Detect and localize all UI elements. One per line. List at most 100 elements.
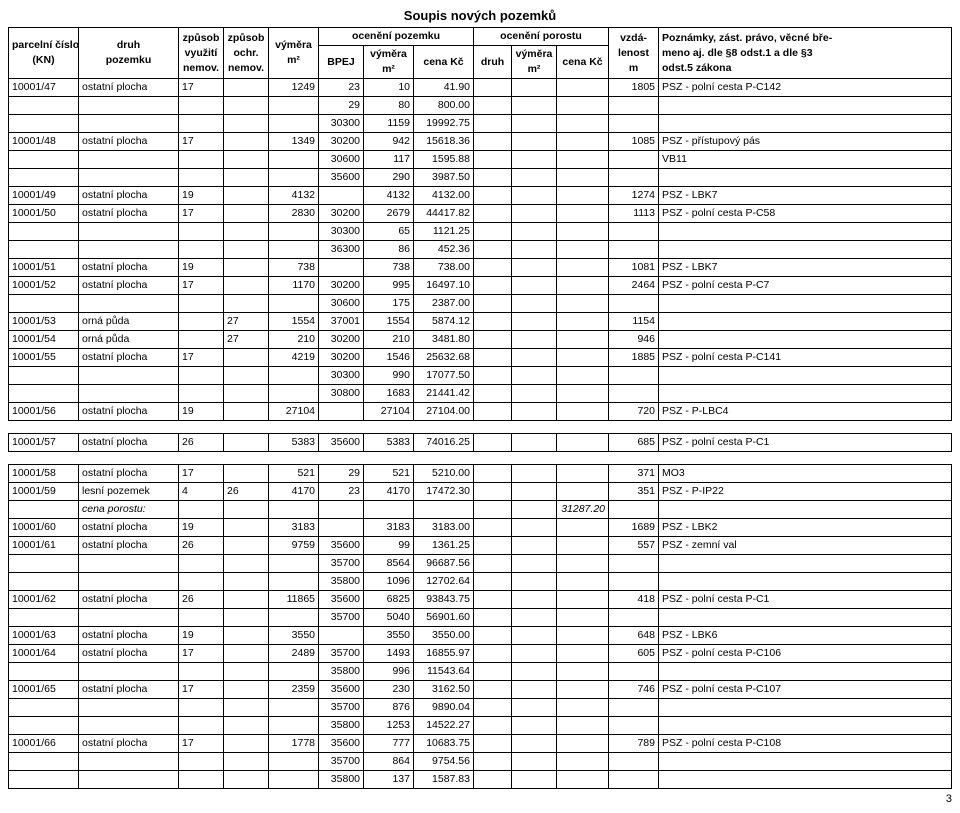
cell-bpej: 35600 <box>319 681 364 699</box>
cell-bpej: 35700 <box>319 609 364 627</box>
cell-druh2 <box>474 349 512 367</box>
table-row: 10001/53orná půda2715543700115545874.121… <box>9 313 952 331</box>
cell-ochr <box>224 663 269 681</box>
cell-vymera3 <box>512 133 557 151</box>
cell-ochr <box>224 681 269 699</box>
cell-bpej: 29 <box>319 465 364 483</box>
cell-parcela: 10001/47 <box>9 79 79 97</box>
cell-vzd <box>609 699 659 717</box>
cell-pozn: PSZ - polní cesta P-C7 <box>659 277 952 295</box>
cell-vymera3 <box>512 771 557 789</box>
cell-bpej: 36300 <box>319 241 364 259</box>
table-row: 3030099017077.50 <box>9 367 952 385</box>
cell-cena2 <box>557 555 609 573</box>
cell-vzd: 1885 <box>609 349 659 367</box>
table-row: 3580099611543.64 <box>9 663 952 681</box>
cell-druh2 <box>474 771 512 789</box>
cell-druh <box>79 241 179 259</box>
cell-cena2 <box>557 151 609 169</box>
cell-cena2 <box>557 241 609 259</box>
table-header: parcelní číslo(KN) druhpozemku způsobvyu… <box>9 28 952 79</box>
cell-vzd <box>609 115 659 133</box>
cell-pozn: PSZ - přístupový pás <box>659 133 952 151</box>
cell-cena2 <box>557 295 609 313</box>
cell-druh2 <box>474 133 512 151</box>
cell-bpej: 37001 <box>319 313 364 331</box>
cell-cena2 <box>557 205 609 223</box>
cell-parcela <box>9 223 79 241</box>
table-row: cena porostu: 31287.20 <box>9 501 952 519</box>
cell-cena2 <box>557 403 609 421</box>
cell-druh: ostatní plocha <box>79 259 179 277</box>
cell-vymera2: 995 <box>364 277 414 295</box>
cell-cena2: 31287.20 <box>557 501 609 519</box>
cell-druh: orná půda <box>79 313 179 331</box>
cell-druh: ostatní plocha <box>79 277 179 295</box>
cell-ochr <box>224 717 269 735</box>
cell-vymera2: 864 <box>364 753 414 771</box>
cell-parcela <box>9 555 79 573</box>
cell-vzd <box>609 501 659 519</box>
cell-pozn <box>659 313 952 331</box>
cell-vyuziti: 26 <box>179 537 224 555</box>
cell-bpej: 30300 <box>319 367 364 385</box>
cell-cena2 <box>557 609 609 627</box>
table-row: 306001752387.00 <box>9 295 952 313</box>
cell-pozn <box>659 699 952 717</box>
cell-cena2 <box>557 573 609 591</box>
cell-vyuziti: 17 <box>179 681 224 699</box>
cell-vyuziti: 17 <box>179 735 224 753</box>
cell-vyuziti <box>179 241 224 259</box>
cell-druh2 <box>474 295 512 313</box>
cell-vymera3 <box>512 169 557 187</box>
cell-vymera2: 27104 <box>364 403 414 421</box>
cell-cena: 15618.36 <box>414 133 474 151</box>
cell-bpej: 30200 <box>319 331 364 349</box>
table-row: 357008649754.56 <box>9 753 952 771</box>
cell-druh <box>79 717 179 735</box>
cell-druh: ostatní plocha <box>79 187 179 205</box>
cell-pozn <box>659 573 952 591</box>
hdr-vym-p: výměram² <box>512 46 557 79</box>
cell-ochr <box>224 367 269 385</box>
table-row: 3630086452.36 <box>9 241 952 259</box>
cell-ochr <box>224 753 269 771</box>
cell-vymera <box>269 241 319 259</box>
cell-pozn <box>659 295 952 313</box>
cell-vymera3 <box>512 681 557 699</box>
cell-vymera2: 210 <box>364 331 414 349</box>
cell-druh: ostatní plocha <box>79 519 179 537</box>
table-row: 35700504056901.60 <box>9 609 952 627</box>
cell-ochr <box>224 501 269 519</box>
cell-vzd <box>609 385 659 403</box>
cell-vyuziti: 26 <box>179 591 224 609</box>
cell-vyuziti <box>179 169 224 187</box>
cell-vzd: 685 <box>609 434 659 452</box>
cell-vyuziti: 4 <box>179 483 224 501</box>
cell-vymera3 <box>512 753 557 771</box>
cell-vymera <box>269 771 319 789</box>
cell-pozn <box>659 97 952 115</box>
cell-bpej: 35700 <box>319 753 364 771</box>
cell-druh2 <box>474 385 512 403</box>
cell-cena2 <box>557 537 609 555</box>
cell-druh: cena porostu: <box>79 501 179 519</box>
hdr-pozn: Poznámky, zást. právo, věcné bře-meno aj… <box>659 28 952 79</box>
cell-vymera3 <box>512 627 557 645</box>
hdr-vyuziti: způsobvyužitínemov. <box>179 28 224 79</box>
cell-vymera3 <box>512 699 557 717</box>
cell-vyuziti: 17 <box>179 79 224 97</box>
cell-vyuziti <box>179 717 224 735</box>
cell-vymera: 11865 <box>269 591 319 609</box>
cell-parcela <box>9 663 79 681</box>
cell-ochr <box>224 115 269 133</box>
cell-vymera3 <box>512 259 557 277</box>
cell-cena2 <box>557 331 609 349</box>
cell-vyuziti: 17 <box>179 133 224 151</box>
cell-cena: 1587.83 <box>414 771 474 789</box>
cell-vzd: 557 <box>609 537 659 555</box>
cell-ochr <box>224 349 269 367</box>
cell-parcela <box>9 295 79 313</box>
cell-cena: 93843.75 <box>414 591 474 609</box>
cell-bpej: 30300 <box>319 223 364 241</box>
